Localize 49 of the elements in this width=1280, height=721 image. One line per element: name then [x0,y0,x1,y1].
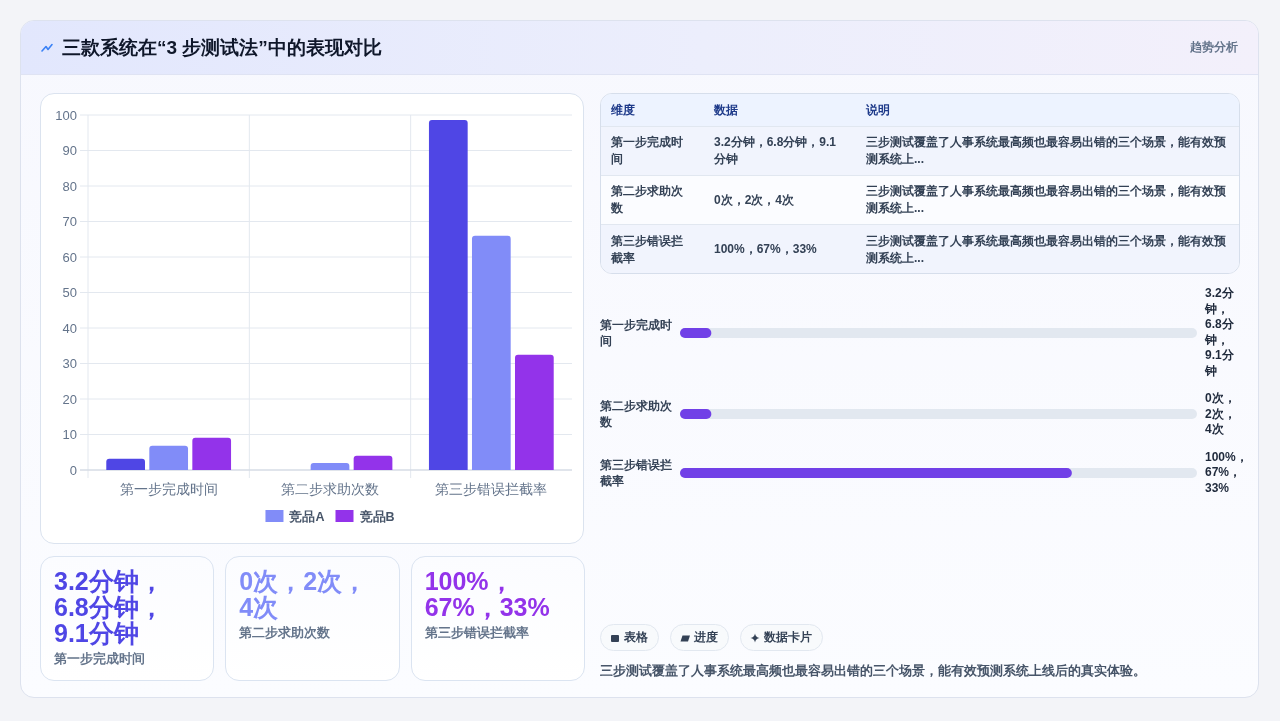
text: 0次，2次，4次 [1205,391,1237,438]
bar [428,119,468,470]
text: 100%，67%，33% [424,567,551,621]
y-tick-label: 100 [55,107,77,123]
y-tick-label: 80 [62,178,77,194]
text: 第三步错误拦截率 [424,625,530,641]
text: 100%，67%，33% [714,241,817,258]
y-tick-label: 60 [62,249,77,265]
text: 说明 [866,101,890,119]
y-tick-label: 第二步求助次数 [600,398,673,431]
y-tick-label: 70 [62,214,77,229]
bar [106,458,145,470]
y-tick-label: 20 [62,391,77,407]
x-tick-label: 第一步完成时间 [119,482,218,497]
text: 三步测试覆盖了人事系统最高频也最容易出错的三个场景，能有效预测系统上线后的真实体验。 [600,662,1146,680]
y-tick-label: 10 [62,427,77,442]
text: 3.2分钟，6.8分钟，9.1分钟 [714,134,838,168]
y-tick-label: 40 [62,320,77,336]
bar [192,437,232,470]
text: 3.2分钟，6.8分钟，9.1分钟 [1205,286,1235,379]
bar [515,354,554,470]
bar [149,445,189,470]
legend-label: 竞品B [358,508,395,524]
bar [353,455,393,470]
text: 数据 [714,101,738,119]
text: 进度 [694,630,718,645]
text: 三款系统在“3 步测试法”中的表现对比 [62,36,382,60]
text: 数据卡片 [764,630,812,645]
x-tick-label: 第二步求助次数 [281,482,379,497]
text: 三步测试覆盖了人事系统最高频也最容易出错的三个场景，能有效预测系统上... [866,232,1227,267]
text: 三步测试覆盖了人事系统最高频也最容易出错的三个场景，能有效预测系统上... [866,134,1227,168]
text: 三步测试覆盖了人事系统最高频也最容易出错的三个场景，能有效预测系统上... [866,183,1227,217]
text: 100%，67%，33% [1205,449,1248,496]
y-tick-label: 50 [62,285,77,300]
text: 3.2分钟，6.8分钟，9.1分钟 [54,567,165,647]
bar [471,235,511,470]
bar [310,462,350,470]
y-tick-label: 0 [69,462,77,478]
y-tick-label: 30 [62,356,77,371]
text: 0次，2次，4次 [239,567,369,621]
y-tick-label: 第一步完成时间 [600,316,673,349]
text: 趋势分析 [1190,39,1238,56]
x-tick-label: 第三步错误拦截率 [435,482,548,497]
text: 维度 [611,101,635,119]
y-tick-label: 90 [62,143,77,158]
text: 表格 [624,630,648,645]
text: 0次，2次，4次 [714,191,795,209]
text: 第二步求助次数 [239,625,332,641]
legend-label: 竞品A [288,508,325,524]
